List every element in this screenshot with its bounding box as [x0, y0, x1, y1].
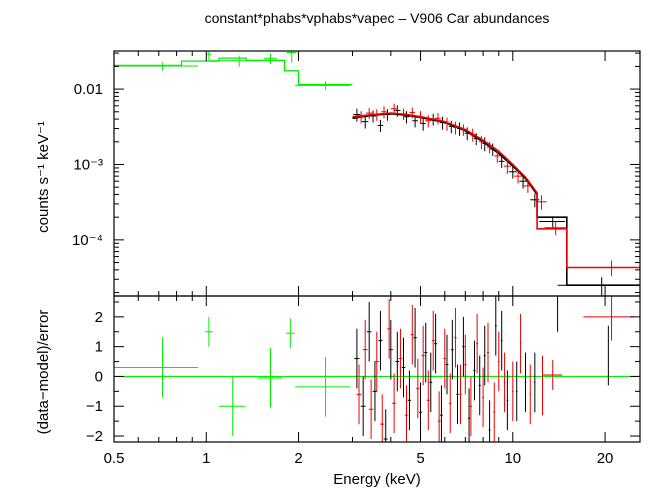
chart-title: constant*phabs*vphabs*vapec – V906 Car a…	[205, 10, 550, 26]
x-tick-label: 5	[416, 450, 424, 467]
model-line-series-0	[114, 57, 353, 86]
y-tick-label-top: 10⁻⁴	[72, 232, 103, 249]
model-line-series-1	[352, 112, 640, 287]
y-tick-label-bottom: −2	[86, 428, 103, 445]
y-tick-label-bottom: 1	[95, 339, 103, 356]
y-tick-label-bottom: −1	[86, 398, 103, 415]
y-tick-label-bottom: 2	[95, 309, 103, 326]
x-tick-label: 10	[504, 450, 521, 467]
spectrum-panel: 0.01 10⁻³ 10⁻⁴	[72, 50, 641, 297]
y-tick-label-bottom: 0	[95, 368, 103, 385]
y-axis-title-bottom: (data−model)/error	[35, 310, 52, 435]
x-axis-title: Energy (keV)	[333, 471, 421, 488]
spectrum-frame	[113, 50, 641, 297]
x-tick-label: 20	[597, 450, 614, 467]
model-line-series-2	[352, 112, 640, 269]
x-tick-label: 0.5	[104, 450, 125, 467]
residual-data	[114, 296, 640, 442]
residuals-frame	[113, 295, 641, 443]
y-tick-label-top: 10⁻³	[73, 156, 103, 173]
x-tick-label: 2	[294, 450, 302, 467]
x-tick-label: 1	[202, 450, 210, 467]
y-axis-title-top: counts s⁻¹ keV⁻¹	[35, 121, 52, 233]
spectrum-data	[114, 51, 640, 296]
y-tick-label-top: 0.01	[74, 81, 103, 98]
